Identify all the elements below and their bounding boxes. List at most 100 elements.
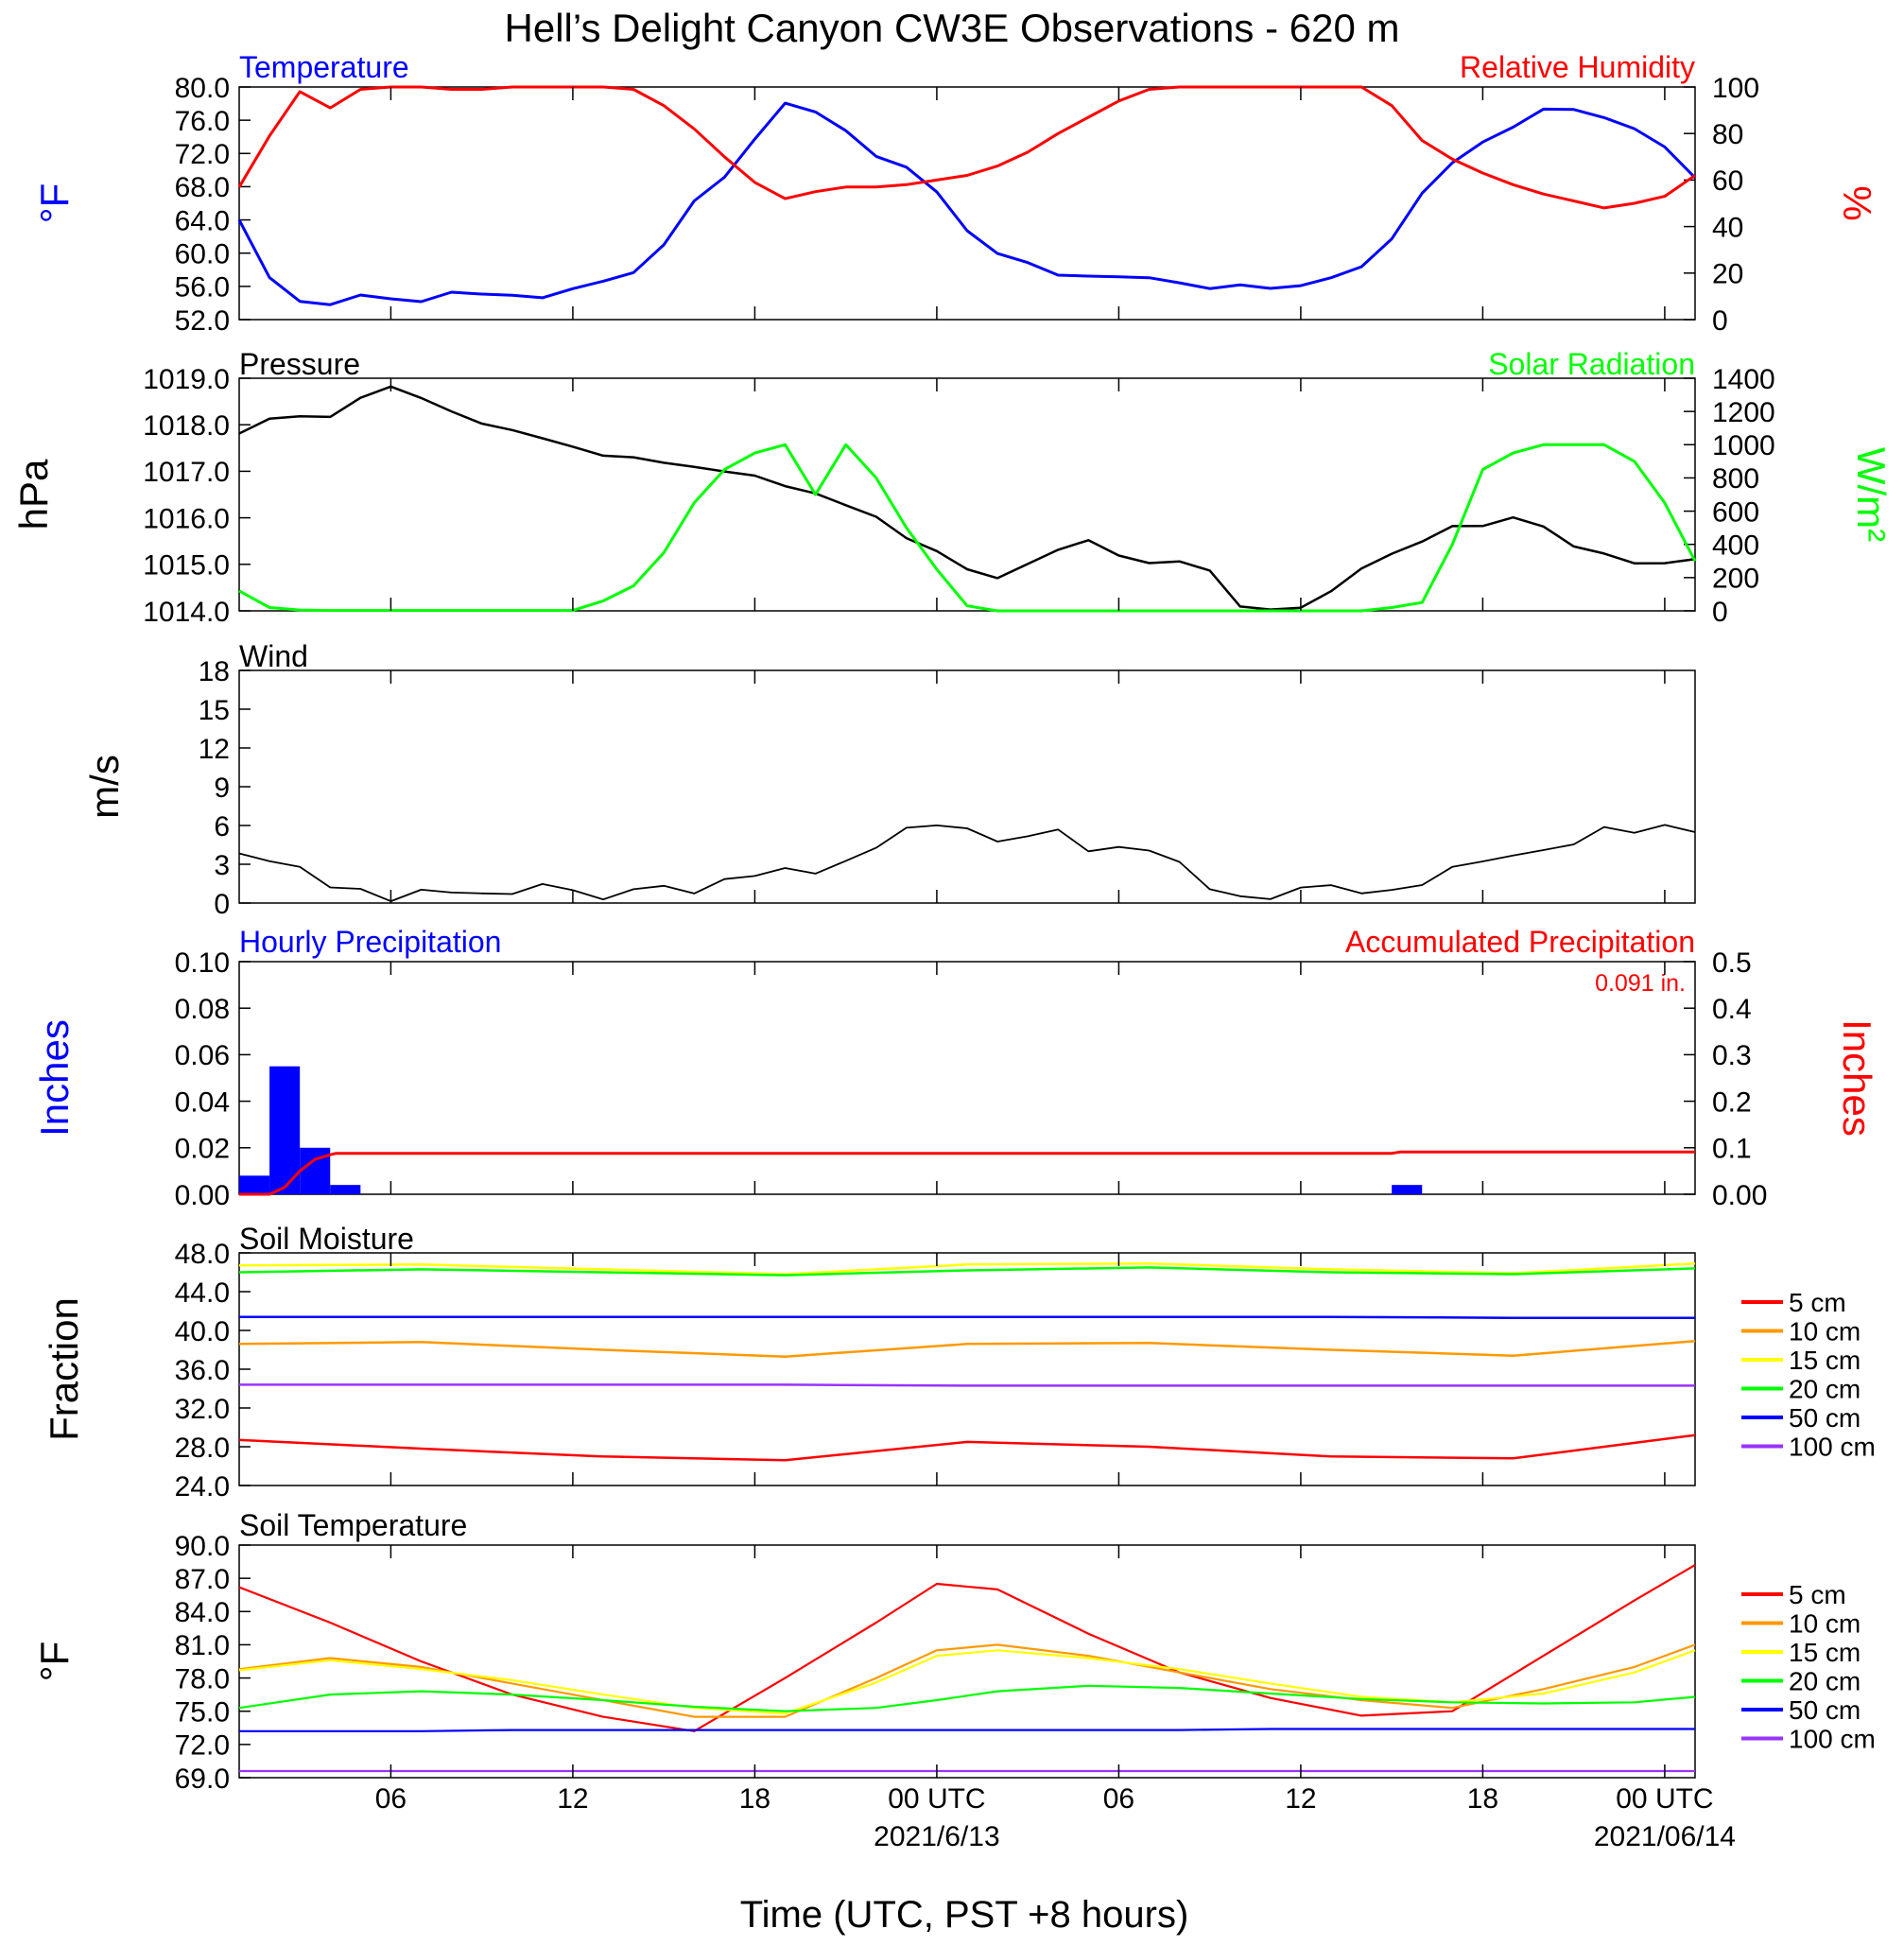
time-tick-label: 12: [1285, 1783, 1316, 1815]
accum-precip-unit: Inches: [1835, 1019, 1879, 1137]
left-tick-label: 48.0: [175, 1239, 230, 1270]
left-tick-label: 87.0: [175, 1564, 230, 1595]
left-tick-label: 78.0: [175, 1663, 230, 1694]
temp-rh-lines: [237, 85, 1697, 306]
solar-title: Solar Radiation: [1488, 347, 1695, 381]
left-tick-label: 0.02: [175, 1134, 230, 1165]
right-tick-label: 1400: [1712, 364, 1775, 395]
time-tick-label: 06: [1103, 1783, 1134, 1815]
soil-temp-title: Soil Temperature: [239, 1508, 467, 1542]
right-tick-label: 100: [1712, 73, 1759, 104]
left-tick-label: 1017.0: [143, 457, 230, 488]
legend-label-5cm: 5 cm: [1789, 1288, 1846, 1317]
left-tick-label: 80.0: [175, 73, 230, 104]
precip-total-label: 0.091 in.: [1595, 970, 1686, 997]
left-tick-label: 32.0: [175, 1394, 230, 1425]
left-tick-label: 12: [199, 734, 230, 765]
temperature-unit: °F: [32, 183, 77, 223]
accum-precip-line: [239, 1150, 1695, 1196]
legend-label-50cm: 50 cm: [1789, 1695, 1861, 1725]
time-axis-label: Time (UTC, PST +8 hours): [740, 1894, 1189, 1936]
left-tick-label: 18: [199, 656, 230, 687]
hourly-precip-tick-labels: 0.00 0.02 0.04 0.06 0.08 0.10: [175, 947, 251, 1211]
legend-label-20cm: 20 cm: [1789, 1375, 1861, 1404]
pressure-title: Pressure: [239, 347, 360, 381]
soil-moisture-line-5cm: [238, 1433, 1696, 1462]
hourly-precip-title: Hourly Precipitation: [239, 925, 501, 959]
right-tick-label: 1200: [1712, 397, 1775, 428]
time-tick-label: 12: [557, 1783, 588, 1815]
panel-soil-moisture: Soil Moisture Fraction 24.0 28.0 32.0 36.0 4…: [42, 1222, 1876, 1503]
right-tick-label: 0: [1712, 597, 1728, 628]
left-tick-label: 81.0: [175, 1630, 230, 1661]
soil-moisture-title: Soil Moisture: [239, 1222, 414, 1256]
hourly-precip-bar: [1392, 1185, 1423, 1194]
left-tick-label: 1015.0: [143, 550, 230, 582]
right-tick-label: 800: [1712, 463, 1759, 495]
legend-label-15cm: 15 cm: [1789, 1346, 1861, 1375]
legend-label-10cm: 10 cm: [1789, 1609, 1861, 1639]
legend-label-50cm: 50 cm: [1789, 1403, 1861, 1433]
right-tick-label: 600: [1712, 496, 1759, 528]
soil-moisture-line-50cm: [239, 1315, 1695, 1319]
left-tick-label: 1016.0: [143, 503, 230, 534]
time-tick-date: 2021/06/14: [1594, 1821, 1736, 1852]
left-tick-label: 72.0: [175, 139, 230, 170]
humidity-unit: %: [1835, 185, 1879, 220]
soil-temp-line-50cm: [239, 1728, 1695, 1732]
left-tick-label: 52.0: [175, 305, 230, 337]
temperature-title: Temperature: [239, 50, 409, 84]
left-tick-label: 69.0: [175, 1764, 230, 1795]
time-tick-label: 06: [375, 1783, 407, 1815]
soil-temp-line-20cm: [238, 1684, 1696, 1712]
right-tick-label: 60: [1712, 165, 1743, 197]
left-tick-label: 76.0: [175, 106, 230, 137]
time-tick-label: 18: [739, 1783, 770, 1815]
right-tick-label: 0.3: [1712, 1040, 1752, 1071]
accum-precip-tick-labels: 0.00 0.1 0.2 0.3 0.4 0.5: [1684, 947, 1767, 1211]
left-tick-label: 3: [214, 850, 230, 881]
pressure-line: [238, 385, 1696, 611]
soil-moisture-lines: [238, 1262, 1696, 1462]
legend-label-20cm: 20 cm: [1789, 1667, 1861, 1696]
pressure-unit: hPa: [11, 459, 56, 530]
soil-moisture-line-10cm: [238, 1340, 1696, 1358]
right-tick-label: 40: [1712, 212, 1743, 243]
wind-tick-labels: 0 3 6 9 12 15 18: [199, 656, 251, 920]
pressure-tick-labels: 1014.0 1015.0 1016.0 1017.0 1018.0 1019.0: [143, 364, 251, 628]
panel-soil-temp-frame: [238, 1544, 1696, 1779]
left-tick-label: 0.00: [175, 1180, 230, 1211]
temperature-line: [237, 101, 1697, 306]
left-tick-label: 28.0: [175, 1433, 230, 1464]
left-tick-label: 1019.0: [143, 364, 230, 395]
temperature-tick-labels: 52.056.060.064.068.072.076.080.0: [175, 73, 251, 337]
left-tick-label: 72.0: [175, 1730, 230, 1762]
panel-soil-temp: Soil Temperature °F 69.072.075.078.081.0…: [32, 1508, 1876, 1795]
legend-label-15cm: 15 cm: [1789, 1638, 1861, 1667]
solar-unit: W/m²: [1849, 447, 1894, 542]
left-tick-label: 75.0: [175, 1697, 230, 1729]
wind-unit: m/s: [82, 755, 127, 819]
hourly-precip-bar: [269, 1066, 301, 1194]
figure-title: Hell’s Delight Canyon CW3E Observations …: [505, 6, 1400, 50]
left-tick-label: 64.0: [175, 205, 230, 236]
left-tick-label: 0.08: [175, 994, 230, 1025]
panel-wind: Wind m/s 0 3 6 9 12 15 18: [82, 639, 1696, 920]
legend-label-100cm: 100 cm: [1789, 1725, 1876, 1754]
soil-moisture-tick-labels: 24.0 28.0 32.0 36.0 40.0 44.0 48.0: [175, 1239, 251, 1503]
left-tick-label: 6: [214, 811, 230, 843]
left-tick-label: 84.0: [175, 1597, 230, 1628]
soil-moisture-unit: Fraction: [42, 1297, 86, 1441]
left-tick-label: 40.0: [175, 1316, 230, 1347]
right-tick-label: 0.00: [1712, 1180, 1767, 1211]
soil-moisture-line-100cm: [239, 1383, 1695, 1387]
soil-moisture-line-20cm: [238, 1266, 1696, 1277]
right-tick-label: 20: [1712, 259, 1743, 290]
right-tick-label: 0.1: [1712, 1134, 1752, 1165]
panel-precip: Hourly Precipitation Accumulated Precipi…: [32, 925, 1879, 1211]
